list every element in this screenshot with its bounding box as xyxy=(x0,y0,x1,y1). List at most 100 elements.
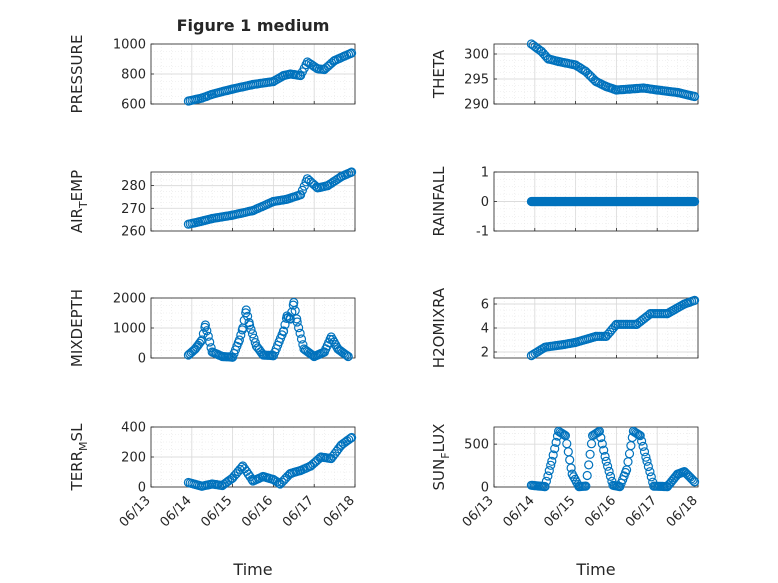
y-axis-label: THETA xyxy=(430,49,448,99)
data-point xyxy=(205,337,215,347)
y-axis-label: SUNFLUX xyxy=(430,424,452,491)
data-point xyxy=(645,467,655,477)
data-point xyxy=(633,429,643,439)
data-point xyxy=(310,180,320,190)
scatter-series xyxy=(183,432,357,491)
y-axis-label: TERRMSL xyxy=(68,423,90,492)
data-point xyxy=(689,91,700,102)
axes-frame xyxy=(493,426,699,488)
data-point xyxy=(243,311,253,321)
data-point xyxy=(246,324,256,334)
y-tick-label: 0 xyxy=(481,195,489,210)
y-tick-label: -1 xyxy=(476,225,489,240)
x-tick-label: 06/13 xyxy=(117,493,154,530)
data-point xyxy=(550,444,560,454)
x-tick-label: 06/17 xyxy=(280,493,317,530)
data-point xyxy=(247,329,258,339)
data-point xyxy=(298,340,308,350)
subplot-theta: 290 295 300 THETA xyxy=(430,39,700,113)
y-axis-label: H2OMIXRA xyxy=(430,287,448,368)
data-point xyxy=(544,466,554,476)
data-point xyxy=(227,474,237,484)
data-point xyxy=(686,474,697,484)
data-point xyxy=(601,456,611,466)
y-tick-label: 500 xyxy=(464,438,489,453)
scatter-series xyxy=(526,426,700,492)
subplot-sun-flux: 0 500 06/13 06/14 06/15 06/16 06/17 06/18 Time SU… xyxy=(430,424,701,579)
y-axis-label: MIXDEPTH xyxy=(68,289,86,367)
data-point xyxy=(202,326,212,336)
y-tick-label: 300 xyxy=(464,48,489,63)
axes-frame xyxy=(150,171,356,232)
y-tick-label: 2 xyxy=(481,346,489,361)
data-point xyxy=(543,471,553,481)
x-tick-label: 06/14 xyxy=(501,493,538,530)
scatter-series xyxy=(526,196,700,207)
data-point xyxy=(347,432,357,443)
y-tick-label: 200 xyxy=(121,451,146,466)
x-tick-label: 06/16 xyxy=(239,493,276,530)
chart-title: Figure 1 medium xyxy=(177,16,330,35)
data-point xyxy=(585,449,595,459)
data-point xyxy=(294,323,304,333)
data-point xyxy=(245,320,255,330)
data-point xyxy=(547,456,557,466)
data-point xyxy=(689,295,700,305)
subplot-terr-msl: 0 200 400 06/13 06/14 06/15 06/16 06/17 06/18 Tim… xyxy=(68,421,358,580)
y-axis-label: AIRTEMP xyxy=(68,170,90,233)
axes-frame xyxy=(493,43,699,105)
data-point xyxy=(546,460,556,470)
y-tick-label: 400 xyxy=(121,421,146,436)
data-point xyxy=(296,334,307,344)
y-tick-label: 280 xyxy=(121,179,146,194)
y-tick-label: 800 xyxy=(121,68,146,83)
data-point xyxy=(594,426,605,436)
data-point xyxy=(604,466,614,476)
data-point xyxy=(200,320,210,330)
data-point xyxy=(347,48,357,58)
data-point xyxy=(346,433,356,443)
data-point xyxy=(342,350,352,360)
data-point xyxy=(279,326,289,336)
data-point xyxy=(643,461,654,472)
y-tick-label: 600 xyxy=(121,98,146,113)
data-point xyxy=(688,475,698,485)
data-point xyxy=(600,451,610,462)
subplot-h2omixra: 2 4 6 H2OMIXRA xyxy=(430,287,700,368)
data-point xyxy=(581,481,591,491)
y-tick-label: 290 xyxy=(464,98,489,113)
data-point xyxy=(535,46,546,56)
data-point xyxy=(328,334,338,345)
data-point xyxy=(343,351,353,362)
data-point xyxy=(541,476,552,486)
data-point xyxy=(597,439,607,449)
data-point xyxy=(558,429,568,439)
data-point xyxy=(689,477,700,487)
data-point xyxy=(548,450,558,460)
y-tick-label: 1000 xyxy=(113,38,146,53)
data-point xyxy=(643,311,653,321)
y-tick-label: 4 xyxy=(481,322,489,337)
y-tick-label: 260 xyxy=(121,225,146,240)
data-point xyxy=(537,344,548,354)
subplot-pressure: 600 800 1000 PRESSURE Figure 1 medium xyxy=(68,16,357,113)
data-point xyxy=(582,470,592,481)
y-axis-label: RAINFALL xyxy=(430,166,448,237)
scatter-series xyxy=(183,167,357,229)
data-point xyxy=(638,441,648,451)
data-point xyxy=(642,456,652,466)
data-point xyxy=(295,328,305,338)
scatter-series xyxy=(183,297,353,362)
data-point xyxy=(599,445,609,455)
data-point xyxy=(602,461,613,471)
x-tick-label: 06/18 xyxy=(321,493,358,530)
scatter-series xyxy=(183,48,357,106)
plot-area xyxy=(151,172,355,231)
subplot-rainfall: -1 0 1 RAINFALL xyxy=(430,166,700,240)
subplot-air-temp: 260 270 280 AIRTEMP xyxy=(68,167,357,240)
data-point xyxy=(635,431,645,441)
data-point xyxy=(296,190,306,200)
data-point xyxy=(292,317,302,327)
data-point xyxy=(540,482,550,492)
